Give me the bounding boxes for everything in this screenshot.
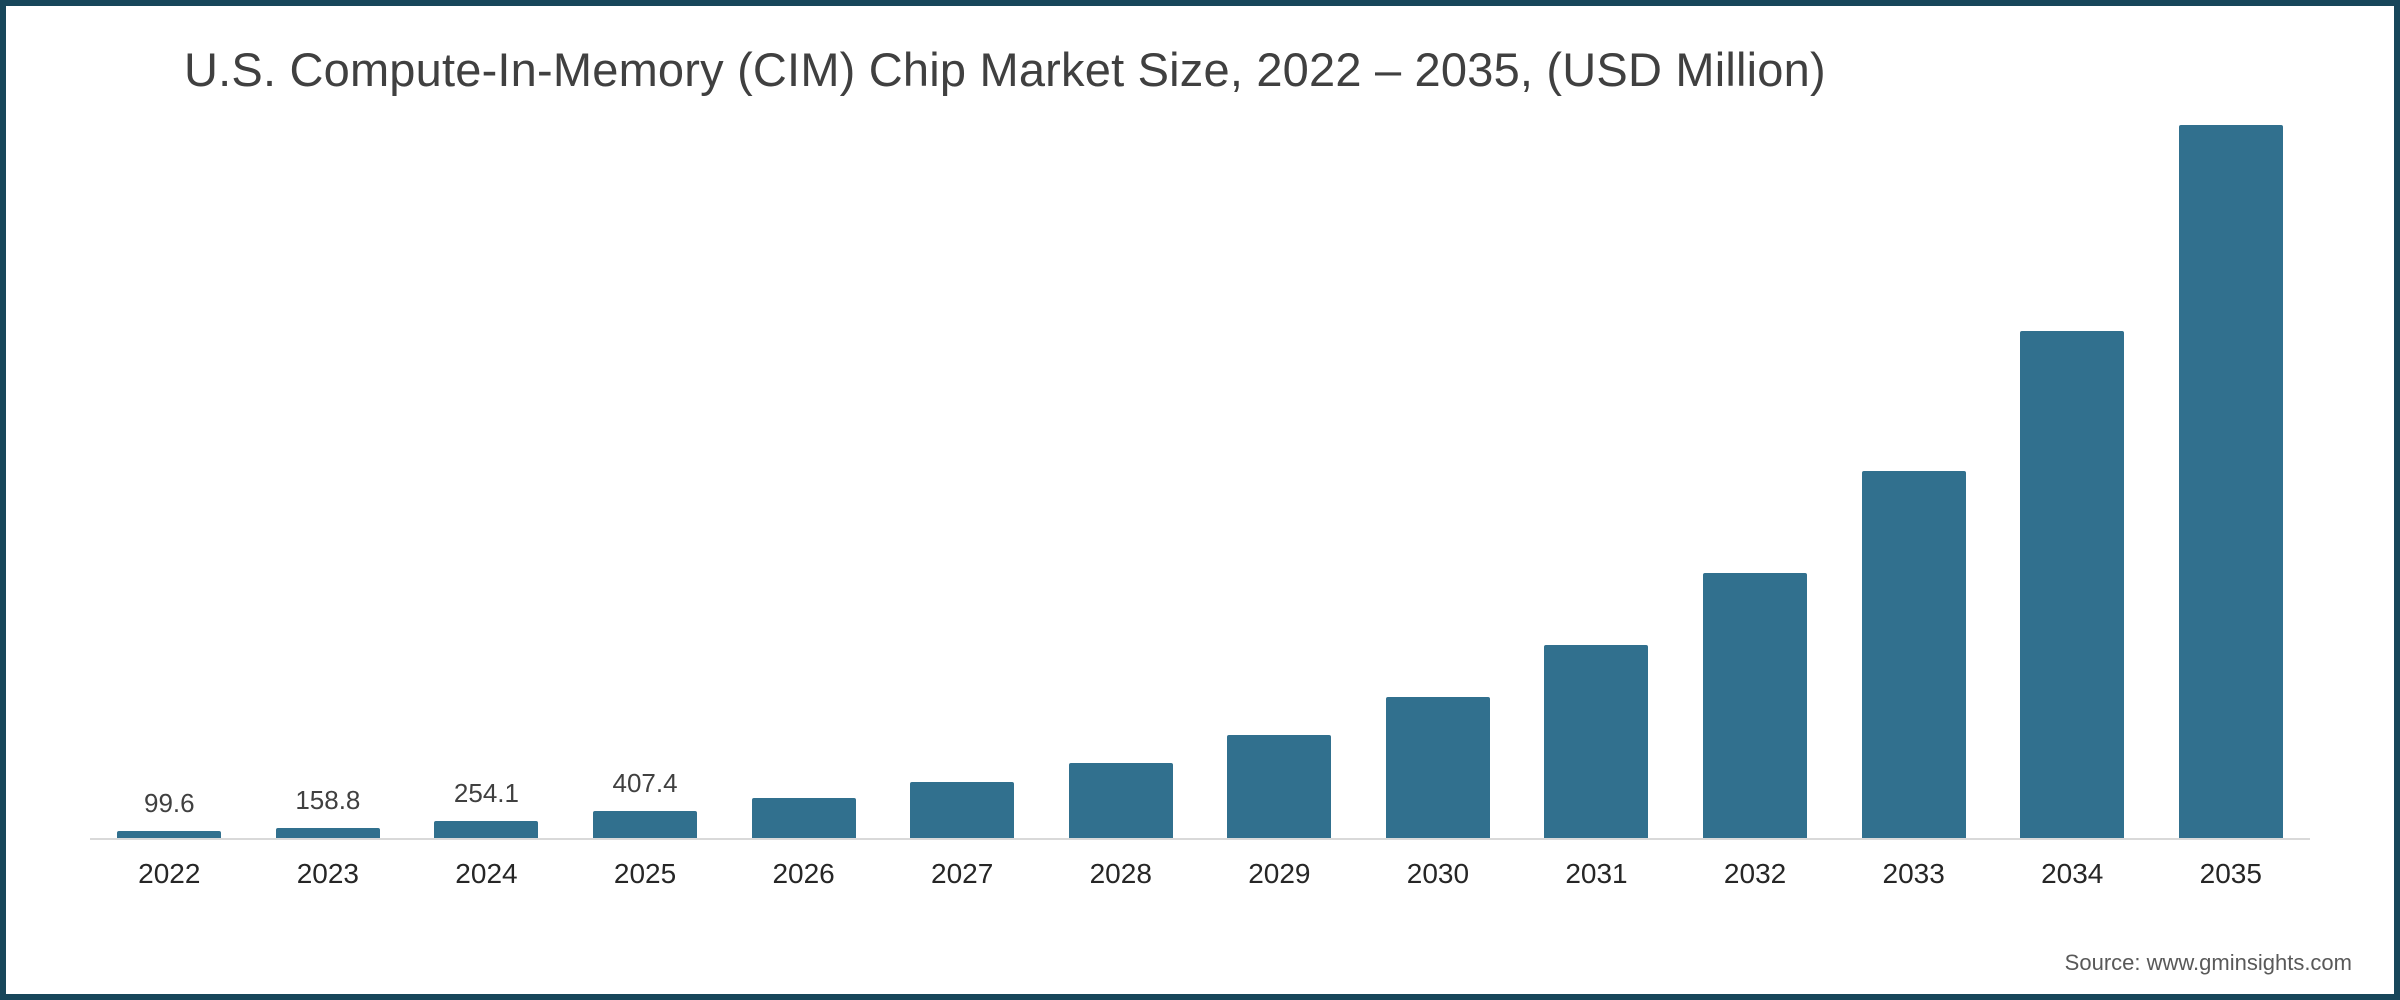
bar-value-label: 254.1 — [453, 778, 519, 809]
bar[interactable] — [751, 798, 856, 838]
bar-column: 99.6 — [90, 120, 249, 838]
chart-title: U.S. Compute-In-Memory (CIM) Chip Market… — [184, 43, 1826, 96]
bar[interactable] — [593, 811, 698, 838]
x-axis-tick-label: 2031 — [1565, 858, 1628, 889]
plot-area: 99.6 158.8 254.1 407.4 — [90, 120, 2310, 840]
x-axis-tick-label: 2028 — [1089, 858, 1152, 889]
bar[interactable] — [275, 827, 380, 838]
bar[interactable] — [1068, 762, 1173, 838]
bar-column: 407.4 — [566, 120, 725, 838]
x-axis-tick-label: 2035 — [2199, 858, 2262, 889]
x-axis-tick-label: 2030 — [1406, 858, 1470, 889]
x-axis-tick-label: 2025 — [613, 858, 677, 889]
bar[interactable] — [1227, 735, 1332, 838]
x-axis-tick-label: 2024 — [455, 858, 518, 889]
bar[interactable] — [1544, 644, 1649, 838]
bar-value-label: 99.6 — [143, 788, 195, 819]
x-axis-tick-label: 2032 — [1723, 858, 1787, 889]
bar-column — [724, 120, 883, 838]
bar-column: 158.8 — [249, 120, 408, 838]
bar-value-label: 407.4 — [612, 768, 678, 799]
bar-column — [1834, 120, 1993, 838]
bar[interactable] — [1861, 471, 1966, 838]
bar[interactable] — [1385, 697, 1490, 838]
bar-column — [1200, 120, 1359, 838]
bar-column — [1517, 120, 1676, 838]
bar[interactable] — [434, 821, 539, 838]
x-axis-labels: 2022 2023 2024 2025 2026 2027 2028 2029 2030 2031… — [90, 858, 2310, 890]
bar-column: 254.1 — [407, 120, 566, 838]
x-axis-tick-label: 2027 — [931, 858, 994, 889]
bar-column — [1359, 120, 1518, 838]
bar[interactable] — [2178, 124, 2283, 838]
bar-column — [1676, 120, 1835, 838]
source-attribution: Source: www.gminsights.com — [2064, 950, 2352, 975]
x-axis-tick-label: 2022 — [138, 858, 201, 889]
x-axis-tick-label: 2033 — [1882, 858, 1945, 889]
bar-column — [1041, 120, 1200, 838]
bar-column — [2152, 120, 2311, 838]
bar-value-label: 158.8 — [295, 784, 361, 815]
bar[interactable] — [910, 782, 1015, 838]
bar[interactable] — [1703, 572, 1808, 838]
x-axis-tick-label: 2029 — [1248, 858, 1311, 889]
bar[interactable] — [2020, 330, 2125, 838]
bar-column — [1993, 120, 2152, 838]
x-axis-tick-label: 2023 — [296, 858, 360, 889]
x-axis-tick-label: 2034 — [2041, 858, 2104, 889]
bar-column — [883, 120, 1042, 838]
x-axis-tick-label: 2026 — [772, 858, 835, 889]
bar[interactable] — [117, 831, 222, 838]
